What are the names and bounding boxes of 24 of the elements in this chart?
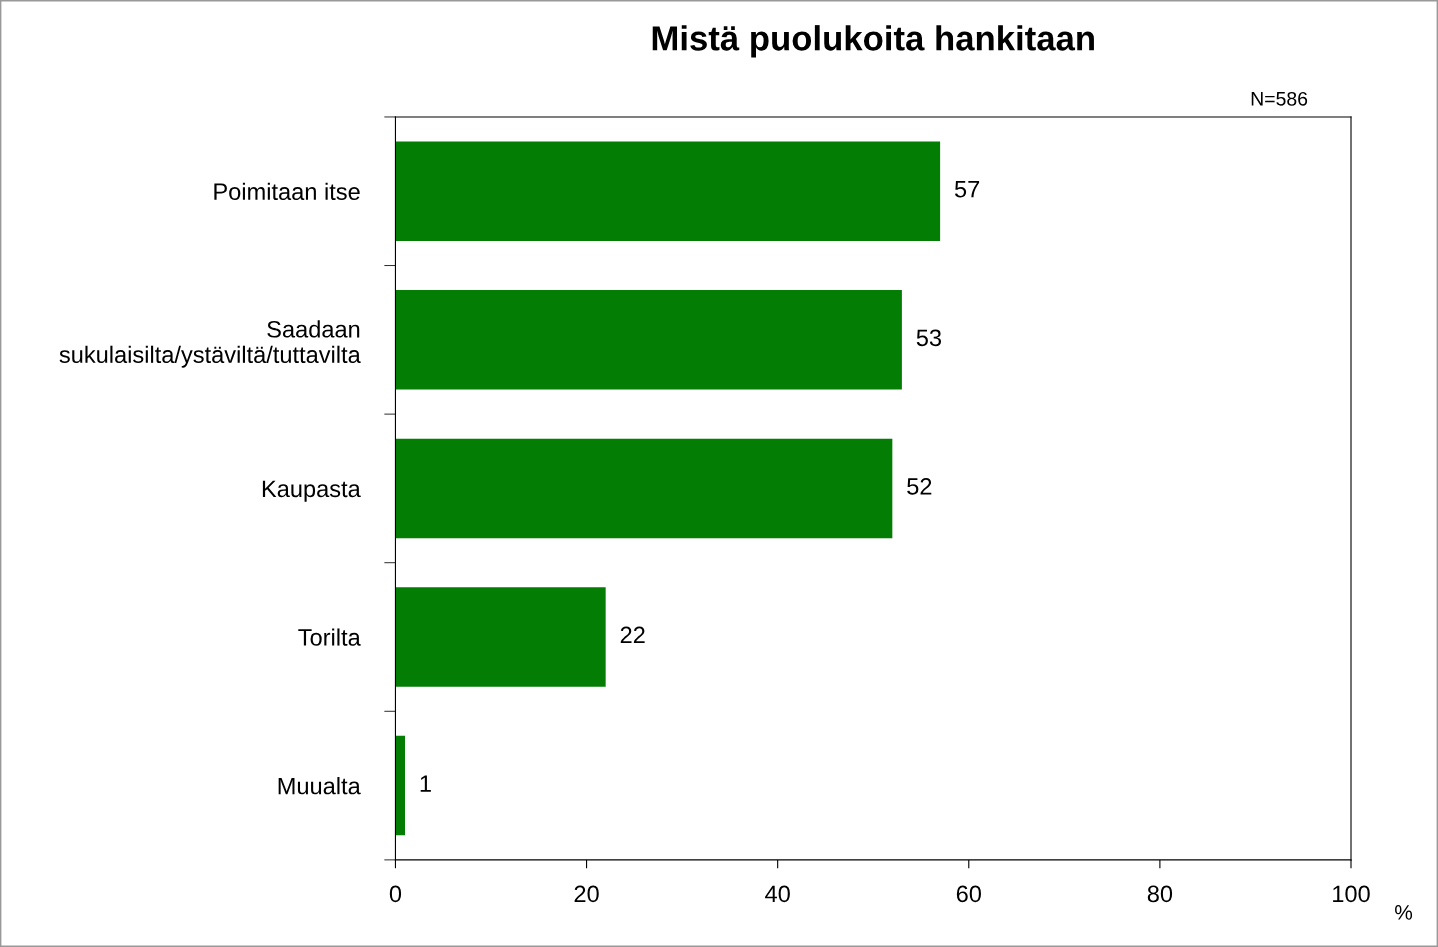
data-label: 1 (420, 775, 431, 792)
text: N=586 (1251, 91, 1308, 106)
x-axis-title: % (1395, 905, 1413, 920)
y-tick-label: Torilta (298, 628, 361, 646)
bar (395, 141, 941, 242)
data-label: 53 (916, 329, 942, 347)
y-tick-label: Muualta (278, 777, 361, 795)
data-label: 57 (954, 181, 980, 198)
data-label: 22 (620, 626, 645, 644)
bar (395, 438, 893, 539)
x-tick-label: 60 (956, 885, 981, 903)
x-tick-label: 80 (1147, 885, 1173, 903)
x-tick-label: 20 (574, 885, 599, 903)
y-tick-label: Saadaan sukulaisilta/ystäviltä/tuttavilta (59, 320, 361, 368)
bar (395, 587, 606, 687)
y-tick-label: Poimitaan itse (214, 182, 360, 201)
y-tick-label: Kaupasta (262, 480, 361, 502)
chart-title: Mistä puolukoita hankitaan (652, 25, 1094, 58)
data-label: 52 (907, 478, 932, 495)
x-tick-label: 40 (765, 885, 790, 903)
x-tick-label: 0 (389, 885, 402, 903)
bar (395, 735, 406, 836)
x-tick-label: 100 (1333, 885, 1370, 903)
bar (395, 290, 902, 390)
